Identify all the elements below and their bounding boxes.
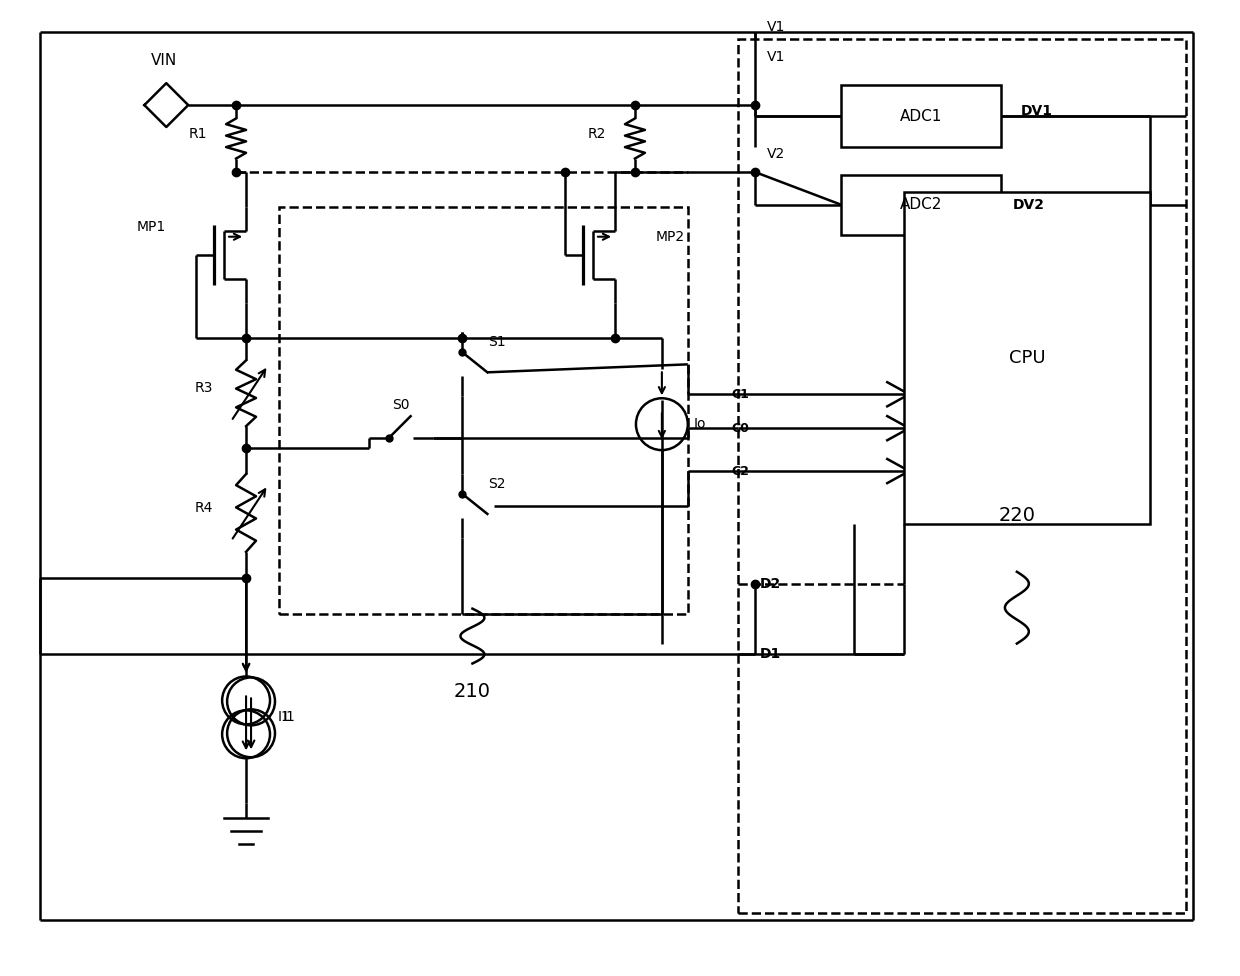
Text: MP2: MP2 <box>655 229 684 244</box>
Text: D1: D1 <box>760 646 781 661</box>
Text: DV2: DV2 <box>1013 198 1045 212</box>
Text: CPU: CPU <box>1009 348 1045 367</box>
Text: C1: C1 <box>732 387 750 401</box>
Text: I1: I1 <box>283 711 295 724</box>
Text: S1: S1 <box>489 336 506 349</box>
Text: MP1: MP1 <box>136 220 166 233</box>
Text: R4: R4 <box>195 501 213 515</box>
Bar <box>842 175 1001 234</box>
Text: 210: 210 <box>454 682 491 701</box>
Text: V1: V1 <box>766 50 785 64</box>
Bar <box>279 207 688 614</box>
Text: V1: V1 <box>766 20 785 34</box>
Text: R1: R1 <box>188 127 207 141</box>
Bar <box>904 192 1151 524</box>
Text: VIN: VIN <box>151 53 177 67</box>
Text: D2: D2 <box>760 577 781 590</box>
Text: ADC2: ADC2 <box>900 197 942 213</box>
Text: S0: S0 <box>392 398 409 412</box>
Text: DV1: DV1 <box>1021 104 1053 118</box>
Text: V2: V2 <box>766 147 785 161</box>
Bar <box>842 85 1001 147</box>
Bar <box>738 39 1187 913</box>
Text: C2: C2 <box>732 465 750 477</box>
Text: 220: 220 <box>998 507 1035 525</box>
Text: R2: R2 <box>588 127 606 141</box>
Text: ADC1: ADC1 <box>900 108 942 124</box>
Text: R3: R3 <box>195 382 213 395</box>
Text: I1: I1 <box>278 711 290 724</box>
Text: Io: Io <box>693 417 706 431</box>
Text: C0: C0 <box>732 422 750 434</box>
Text: S2: S2 <box>489 477 506 491</box>
